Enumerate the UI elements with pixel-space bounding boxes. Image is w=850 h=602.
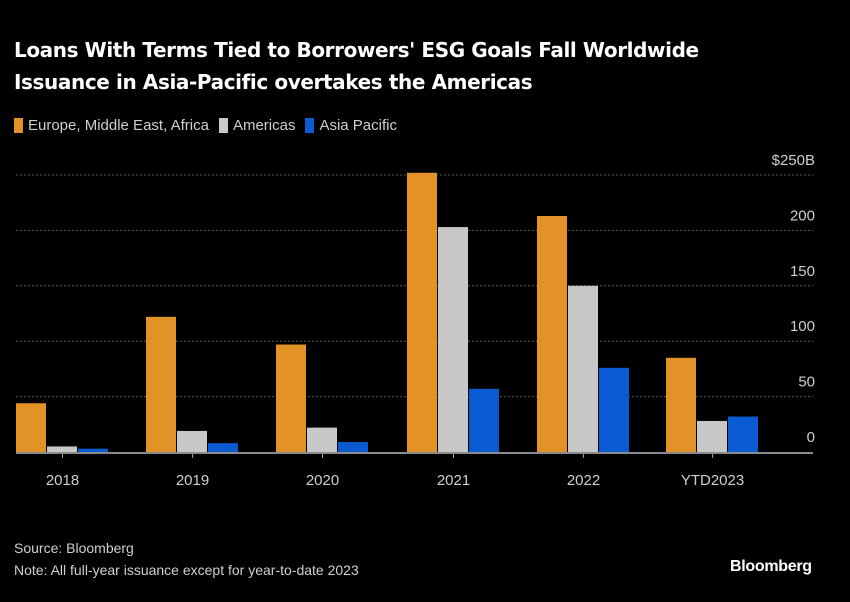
bar-americas-2021 — [438, 227, 468, 452]
x-tick-label: 2021 — [437, 472, 470, 489]
x-tick-label: 2020 — [306, 472, 339, 489]
bar-europe-middle-east-africa-ytd2023 — [666, 357, 696, 452]
bar-chart: 0 50 100 150 200 $250B 2018 2019 2020 2021 2022 YTD… — [16, 152, 815, 489]
legend-item-emea: Europe, Middle East, Africa — [14, 117, 209, 134]
bar-asia-pacific-2022 — [599, 367, 629, 452]
y-tick-label: 50 — [798, 374, 815, 391]
bar-asia-pacific-2020 — [338, 442, 368, 452]
source-note: Source: Bloomberg — [14, 540, 134, 556]
bar-americas-2018 — [47, 446, 77, 452]
legend-swatch-emea — [14, 118, 23, 133]
bar-europe-middle-east-africa-2018 — [16, 403, 46, 452]
legend-label-asia-pacific: Asia Pacific — [319, 117, 397, 134]
bar-asia-pacific-2018 — [78, 448, 108, 452]
legend: Europe, Middle East, Africa Americas Asi… — [14, 117, 407, 134]
bar-europe-middle-east-africa-2020 — [276, 344, 306, 452]
chart-subtitle: Issuance in Asia-Pacific overtakes the A… — [14, 70, 533, 94]
y-tick-label: 100 — [790, 318, 815, 335]
legend-item-americas: Americas — [218, 117, 296, 134]
bar-americas-2022 — [568, 285, 598, 452]
y-tick-label: $250B — [772, 152, 815, 169]
chart-title: Loans With Terms Tied to Borrowers' ESG … — [14, 38, 699, 62]
bar-asia-pacific-ytd2023 — [728, 416, 758, 452]
bloomberg-logo: Bloomberg — [730, 558, 812, 575]
legend-swatch-americas — [218, 118, 228, 133]
bar-asia-pacific-2019 — [208, 443, 238, 452]
y-tick-label: 150 — [790, 263, 815, 280]
bar-europe-middle-east-africa-2021 — [407, 172, 437, 452]
x-tick-label: 2019 — [176, 472, 209, 489]
bar-americas-ytd2023 — [697, 420, 727, 452]
legend-swatch-asia-pacific — [305, 118, 315, 133]
y-tick-label: 0 — [807, 429, 815, 446]
x-tick-label: 2018 — [46, 472, 79, 489]
legend-item-asia-pacific: Asia Pacific — [305, 117, 397, 134]
bar-europe-middle-east-africa-2022 — [537, 215, 567, 452]
footnote: Note: All full-year issuance except for … — [14, 562, 359, 578]
x-tick-label: 2022 — [567, 472, 600, 489]
y-tick-label: 200 — [790, 207, 815, 224]
x-tick-label: YTD2023 — [681, 472, 744, 489]
bar-americas-2020 — [307, 427, 337, 452]
legend-label-americas: Americas — [232, 117, 296, 134]
bar-europe-middle-east-africa-2019 — [146, 316, 176, 452]
bar-asia-pacific-2021 — [469, 388, 499, 452]
bar-americas-2019 — [177, 430, 207, 452]
legend-label-emea: Europe, Middle East, Africa — [28, 117, 209, 134]
